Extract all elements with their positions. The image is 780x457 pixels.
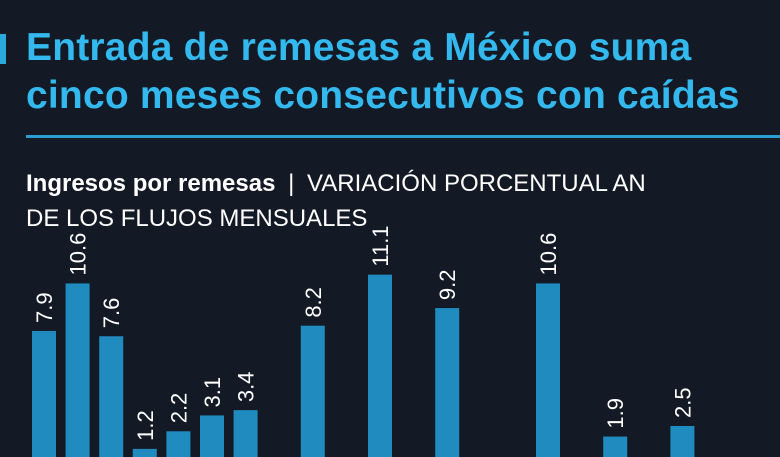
bar-value-label: 1.9 — [603, 398, 628, 429]
bar-value-label: 9.2 — [435, 269, 460, 300]
bar — [99, 336, 124, 457]
bar — [368, 274, 392, 457]
bar-value-label: 1.2 — [133, 410, 158, 441]
bar — [65, 283, 90, 457]
bar — [200, 415, 224, 457]
subtitle-separator: | — [288, 170, 295, 197]
bar — [300, 325, 325, 457]
subtitle-line-1: Ingresos por remesas | VARIACIÓN PORCENT… — [26, 166, 780, 201]
bar-value-label: 3.4 — [234, 372, 259, 403]
title-divider — [26, 135, 780, 138]
title-line-1: Entrada de remesas a México suma — [26, 26, 692, 69]
subtitle-rest: VARIACIÓN PORCENTUAL AN — [307, 170, 646, 197]
subtitle-bold: Ingresos por remesas — [26, 170, 276, 197]
bar — [536, 283, 560, 457]
bar — [435, 308, 460, 457]
bar-value-label: 3.1 — [200, 377, 225, 408]
chart-subtitle: Ingresos por remesas | VARIACIÓN PORCENT… — [26, 166, 780, 236]
bar — [166, 431, 191, 457]
bar — [603, 436, 628, 457]
bar — [32, 330, 56, 457]
subtitle-line-2: DE LOS FLUJOS MENSUALES — [26, 205, 368, 232]
bar-value-label: 10.6 — [536, 233, 561, 276]
title-accent-bar — [0, 34, 6, 64]
bar-value-label: 2.5 — [670, 387, 695, 418]
bar-value-label: 8.2 — [301, 287, 326, 318]
bar — [132, 448, 157, 457]
bar — [233, 410, 258, 457]
bar-value-label: 7.6 — [99, 298, 124, 329]
bar-value-label: 2.2 — [166, 393, 191, 424]
bar-value-label: 11.1 — [368, 225, 393, 266]
page-title: Entrada de remesas a México suma cinco m… — [26, 24, 780, 120]
bar — [670, 426, 695, 457]
title-line-2: cinco meses consecutivos con caídas — [26, 74, 740, 117]
bar-value-label: 10.6 — [66, 233, 91, 276]
bar-value-label: 7.9 — [32, 292, 57, 323]
